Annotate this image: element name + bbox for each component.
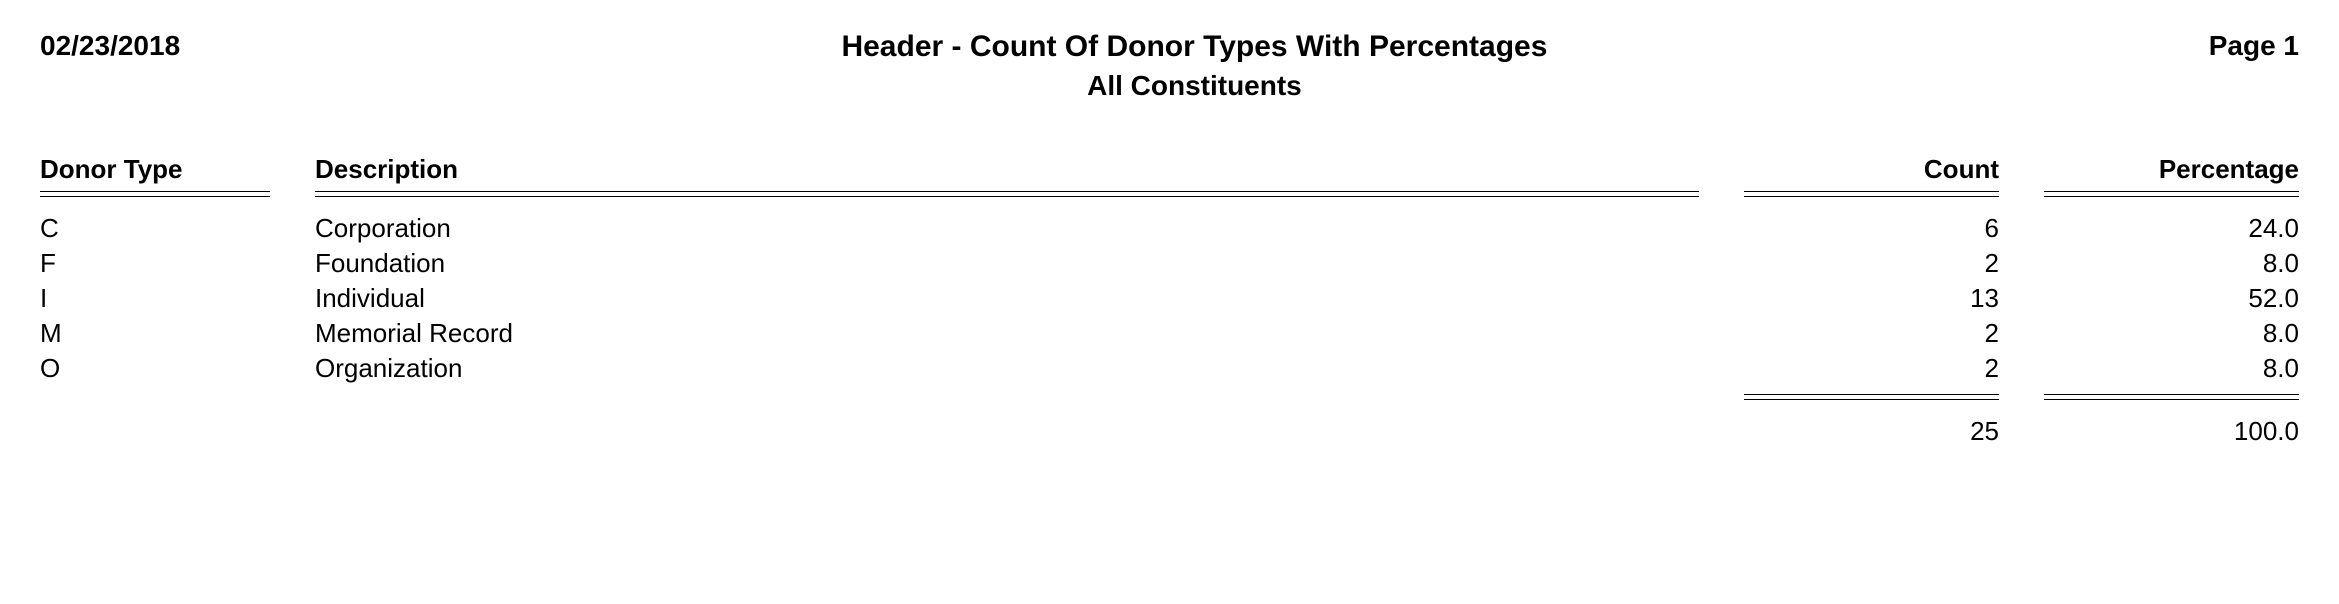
header-underline <box>315 191 1699 197</box>
col-header-donor-type-label: Donor Type <box>40 154 270 187</box>
cell-gap <box>270 246 315 281</box>
table-footer: 25 100.0 <box>40 386 2299 449</box>
cell-percentage: 24.0 <box>2044 199 2299 246</box>
cell-percentage: 8.0 <box>2044 316 2299 351</box>
cell-gap <box>1699 316 1744 351</box>
header-underline <box>1744 191 1999 197</box>
totals-underline-percentage <box>2044 386 2299 412</box>
cell-donor-type: M <box>40 316 270 351</box>
cell-description: Foundation <box>315 246 1699 281</box>
cell-percentage: 8.0 <box>2044 246 2299 281</box>
table-header: Donor Type Description Count Percentage <box>40 152 2299 199</box>
col-header-percentage-label: Percentage <box>2044 154 2299 187</box>
cell-gap <box>1999 351 2044 386</box>
cell-count: 2 <box>1744 316 1999 351</box>
table-row: F Foundation 2 8.0 <box>40 246 2299 281</box>
cell-gap <box>1999 199 2044 246</box>
report-date: 02/23/2018 <box>40 30 180 62</box>
cell-gap <box>1999 246 2044 281</box>
table-row: C Corporation 6 24.0 <box>40 199 2299 246</box>
report-table-container: Donor Type Description Count Percentage <box>40 152 2299 449</box>
table-row: M Memorial Record 2 8.0 <box>40 316 2299 351</box>
cell-donor-type: C <box>40 199 270 246</box>
totals-separator-row <box>40 386 2299 412</box>
col-header-donor-type: Donor Type <box>40 152 270 199</box>
cell-description: Memorial Record <box>315 316 1699 351</box>
report-header: 02/23/2018 Header - Count Of Donor Types… <box>40 30 2299 102</box>
page-number: Page 1 <box>2209 30 2299 62</box>
col-header-percentage: Percentage <box>2044 152 2299 199</box>
cell-gap <box>1999 316 2044 351</box>
cell-gap <box>270 199 315 246</box>
total-percentage: 100.0 <box>2044 412 2299 449</box>
cell-gap <box>1699 199 1744 246</box>
cell-percentage: 8.0 <box>2044 351 2299 386</box>
cell-donor-type: O <box>40 351 270 386</box>
report-title-block: Header - Count Of Donor Types With Perce… <box>180 30 2209 102</box>
totals-underline-count <box>1744 386 1999 412</box>
cell-donor-type: F <box>40 246 270 281</box>
cell-percentage: 52.0 <box>2044 281 2299 316</box>
cell-count: 13 <box>1744 281 1999 316</box>
col-header-description: Description <box>315 152 1699 199</box>
cell-gap <box>1699 351 1744 386</box>
cell-count: 6 <box>1744 199 1999 246</box>
col-header-count-label: Count <box>1744 154 1999 187</box>
cell-gap <box>270 316 315 351</box>
totals-row: 25 100.0 <box>40 412 2299 449</box>
total-count: 25 <box>1744 412 1999 449</box>
donor-types-table: Donor Type Description Count Percentage <box>40 152 2299 449</box>
cell-gap <box>1699 281 1744 316</box>
cell-description: Corporation <box>315 199 1699 246</box>
table-body: C Corporation 6 24.0 F Foundation 2 8.0 I Individ… <box>40 199 2299 386</box>
cell-donor-type: I <box>40 281 270 316</box>
col-header-description-label: Description <box>315 154 1699 187</box>
col-header-count: Count <box>1744 152 1999 199</box>
cell-count: 2 <box>1744 351 1999 386</box>
col-gap <box>270 152 315 199</box>
report-subtitle: All Constituents <box>180 70 2209 102</box>
header-underline <box>40 191 270 197</box>
cell-gap <box>1699 246 1744 281</box>
cell-gap <box>270 281 315 316</box>
table-row: O Organization 2 8.0 <box>40 351 2299 386</box>
col-gap <box>1699 152 1744 199</box>
cell-gap <box>1999 281 2044 316</box>
cell-gap <box>270 351 315 386</box>
cell-description: Individual <box>315 281 1699 316</box>
table-row: I Individual 13 52.0 <box>40 281 2299 316</box>
cell-count: 2 <box>1744 246 1999 281</box>
cell-description: Organization <box>315 351 1699 386</box>
header-underline <box>2044 191 2299 197</box>
report-title: Header - Count Of Donor Types With Perce… <box>180 30 2209 64</box>
col-gap <box>1999 152 2044 199</box>
